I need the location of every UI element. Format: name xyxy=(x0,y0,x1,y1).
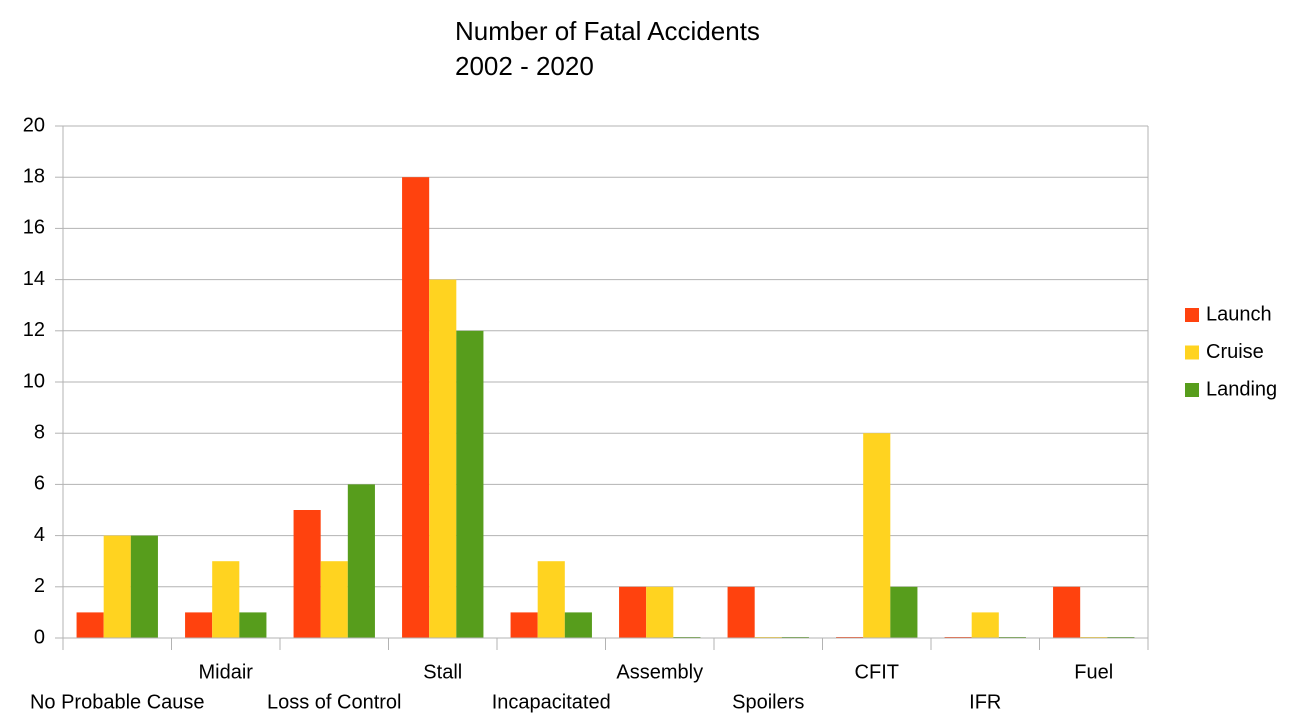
x-tick-label: CFIT xyxy=(855,661,899,683)
bar xyxy=(347,484,375,638)
x-tick-label: No Probable Cause xyxy=(30,691,205,713)
x-tick-label: Fuel xyxy=(1074,661,1113,683)
legend-label: Cruise xyxy=(1206,341,1264,363)
legend-swatch xyxy=(1185,308,1199,322)
x-tick-label: IFR xyxy=(969,691,1001,713)
y-tick-label: 18 xyxy=(23,165,45,187)
y-tick-label: 4 xyxy=(34,524,45,546)
y-tick-label: 14 xyxy=(23,268,45,290)
bar xyxy=(890,586,918,638)
x-tick-label: Stall xyxy=(423,661,462,683)
legend-label: Landing xyxy=(1206,378,1277,400)
chart-title: Number of Fatal Accidents xyxy=(455,16,760,46)
bar xyxy=(429,279,457,638)
x-tick-label: Midair xyxy=(199,661,254,683)
bar xyxy=(971,612,999,638)
bar xyxy=(130,535,158,638)
y-tick-label: 2 xyxy=(34,575,45,597)
bar xyxy=(76,612,104,638)
bar xyxy=(863,433,891,638)
bar xyxy=(402,177,430,638)
bar xyxy=(1053,586,1081,638)
bar xyxy=(619,586,647,638)
bar xyxy=(239,612,267,638)
bar xyxy=(293,510,321,638)
bar xyxy=(456,330,484,638)
bar xyxy=(537,561,565,638)
y-tick-label: 0 xyxy=(34,626,45,648)
bar xyxy=(646,586,674,638)
y-tick-label: 10 xyxy=(23,370,45,392)
x-tick-label: Loss of Control xyxy=(267,691,402,713)
bar xyxy=(103,535,131,638)
y-tick-label: 8 xyxy=(34,421,45,443)
legend-swatch xyxy=(1185,383,1199,397)
x-tick-label: Incapacitated xyxy=(492,691,611,713)
bar xyxy=(185,612,213,638)
bar xyxy=(564,612,592,638)
y-tick-label: 6 xyxy=(34,473,45,495)
bar xyxy=(212,561,240,638)
x-tick-label: Spoilers xyxy=(732,691,804,713)
legend-swatch xyxy=(1185,345,1199,360)
legend-label: Launch xyxy=(1206,303,1272,325)
y-tick-label: 20 xyxy=(23,114,45,136)
bar xyxy=(727,586,755,638)
bar xyxy=(510,612,538,638)
y-tick-label: 12 xyxy=(23,319,45,341)
y-tick-label: 16 xyxy=(23,217,45,239)
x-tick-label: Assembly xyxy=(616,661,703,683)
chart-subtitle: 2002 - 2020 xyxy=(455,51,594,81)
bar xyxy=(320,561,348,638)
